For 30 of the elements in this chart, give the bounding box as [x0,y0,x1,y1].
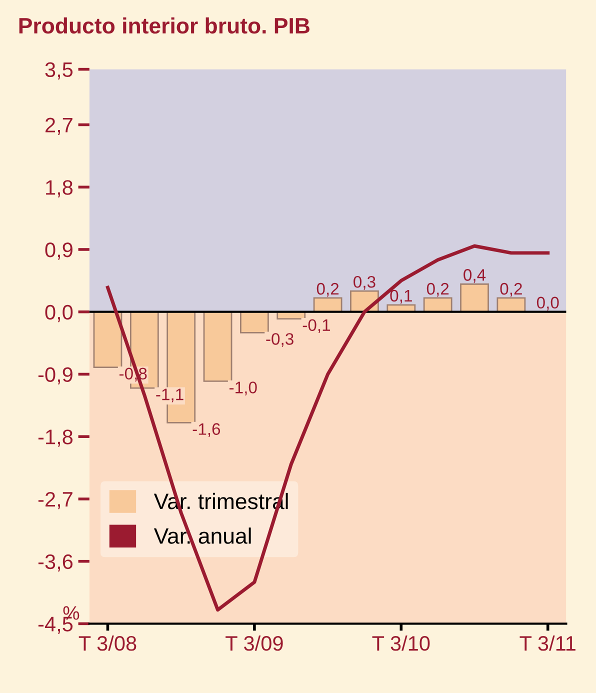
y-tick-label: -0,9 [38,367,72,384]
y-tick-label: -2,7 [38,492,72,510]
bar [93,311,122,368]
data-label: 0,3 [354,276,376,290]
data-label: 0,4 [464,269,486,283]
chart-title: Producto interior bruto. PIB [19,17,310,34]
bar [240,311,269,334]
x-tick-label: T 3/08 [78,636,136,651]
x-tick-label: T 3/10 [372,636,430,651]
data-label: -0,3 [266,333,294,347]
x-tick-label: T 3/09 [226,636,283,651]
y-tick-label: 0,9 [45,242,72,260]
bar [203,311,232,382]
data-label: 0,1 [390,290,412,304]
data-label: 0,0 [536,296,559,311]
y-tick-label: 2,7 [46,118,72,135]
y-tick-label: -3,6 [38,554,73,572]
data-label: -0,1 [302,319,330,333]
data-label: -1,6 [192,423,220,437]
y-tick-label: -1,8 [38,430,73,447]
y-tick-label: 0,0 [45,304,73,322]
data-label: 0,2 [426,282,449,297]
data-label: 0,2 [500,282,522,297]
y-tick-label: 1,8 [46,180,73,198]
data-label: 0,2 [316,282,339,297]
x-tick-label: T 3/11 [520,636,576,651]
data-label: -1,1 [156,388,184,402]
data-label: -1,0 [230,382,257,396]
y-tick-label: 3,5 [45,62,73,80]
bar [460,283,489,313]
